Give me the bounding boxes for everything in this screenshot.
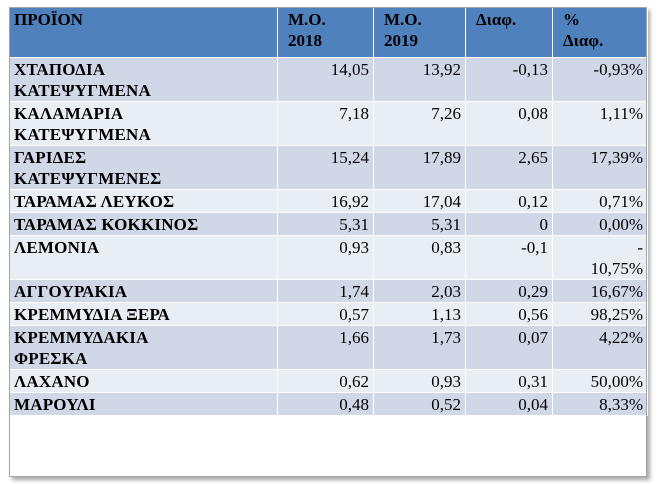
diff-cell: 0,56 <box>465 302 553 326</box>
product-name-cell: ΧΤΑΠΟΔΙΑ ΚΑΤΕΨΥΓΜΕΝΑ <box>9 57 278 102</box>
table-row: ΜΑΡΟΥΛΙ 0,48 0,52 0,04 8,33% <box>9 392 648 416</box>
table-row: ΛΕΜΟΝΙΑ 0,93 0,83 -0,1 - 10,75% <box>9 235 648 280</box>
product-name-cell: ΑΓΓΟΥΡΑΚΙΑ <box>9 279 278 303</box>
avg-2018-cell: 0,93 <box>277 235 374 280</box>
avg-2018-cell: 7,18 <box>277 101 374 146</box>
pct-diff-cell: 0,00% <box>552 212 648 236</box>
avg-2019-cell: 1,13 <box>373 302 466 326</box>
table-header-row: ΠΡΟΪΟΝ Μ.Ο. 2018 Μ.Ο. 2019 Διαφ. % Διαφ. <box>9 7 648 58</box>
pct-diff-cell: 0,71% <box>552 189 648 213</box>
product-name-cell: ΛΑΧΑΝΟ <box>9 369 278 393</box>
table-row: ΤΑΡΑΜΑΣ ΛΕΥΚΟΣ 16,92 17,04 0,12 0,71% <box>9 189 648 213</box>
table-row: ΚΡΕΜΜΥΔΙΑ ΞΕΡΑ 0,57 1,13 0,56 98,25% <box>9 302 648 326</box>
pct-diff-cell: - 10,75% <box>552 235 648 280</box>
header-avg-2018: Μ.Ο. 2018 <box>277 7 374 58</box>
header-pct-diff: % Διαφ. <box>552 7 648 58</box>
pct-diff-cell: -0,93% <box>552 57 648 102</box>
table-row: ΧΤΑΠΟΔΙΑ ΚΑΤΕΨΥΓΜΕΝΑ 14,05 13,92 -0,13 -… <box>9 57 648 102</box>
avg-2019-cell: 17,04 <box>373 189 466 213</box>
header-product: ΠΡΟΪΟΝ <box>9 7 278 58</box>
product-name-cell: ΜΑΡΟΥΛΙ <box>9 392 278 416</box>
avg-2018-cell: 15,24 <box>277 145 374 190</box>
header-diff: Διαφ. <box>465 7 553 58</box>
diff-cell: 0,29 <box>465 279 553 303</box>
avg-2019-cell: 5,31 <box>373 212 466 236</box>
diff-cell: -0,1 <box>465 235 553 280</box>
diff-cell: 0,08 <box>465 101 553 146</box>
pct-diff-cell: 17,39% <box>552 145 648 190</box>
diff-cell: 0 <box>465 212 553 236</box>
avg-2019-cell: 0,83 <box>373 235 466 280</box>
product-name-cell: ΤΑΡΑΜΑΣ ΛΕΥΚΟΣ <box>9 189 278 213</box>
avg-2018-cell: 0,57 <box>277 302 374 326</box>
diff-cell: 0,07 <box>465 325 553 370</box>
avg-2018-cell: 5,31 <box>277 212 374 236</box>
diff-cell: -0,13 <box>465 57 553 102</box>
table-row: ΑΓΓΟΥΡΑΚΙΑ 1,74 2,03 0,29 16,67% <box>9 279 648 303</box>
diff-cell: 0,04 <box>465 392 553 416</box>
avg-2018-cell: 1,74 <box>277 279 374 303</box>
header-avg-2019: Μ.Ο. 2019 <box>373 7 466 58</box>
avg-2019-cell: 0,93 <box>373 369 466 393</box>
price-comparison-table: ΠΡΟΪΟΝ Μ.Ο. 2018 Μ.Ο. 2019 Διαφ. % Διαφ.… <box>9 7 648 416</box>
product-name-cell: ΚΡΕΜΜΥΔΙΑ ΞΕΡΑ <box>9 302 278 326</box>
pct-diff-cell: 4,22% <box>552 325 648 370</box>
pct-diff-cell: 16,67% <box>552 279 648 303</box>
diff-cell: 0,12 <box>465 189 553 213</box>
avg-2018-cell: 0,48 <box>277 392 374 416</box>
avg-2019-cell: 1,73 <box>373 325 466 370</box>
price-table-container: ΠΡΟΪΟΝ Μ.Ο. 2018 Μ.Ο. 2019 Διαφ. % Διαφ.… <box>9 7 648 477</box>
avg-2018-cell: 14,05 <box>277 57 374 102</box>
pct-diff-cell: 8,33% <box>552 392 648 416</box>
avg-2018-cell: 16,92 <box>277 189 374 213</box>
pct-diff-cell: 1,11% <box>552 101 648 146</box>
avg-2019-cell: 13,92 <box>373 57 466 102</box>
table-row: ΓΑΡΙΔΕΣ ΚΑΤΕΨΥΓΜΕΝΕΣ 15,24 17,89 2,65 17… <box>9 145 648 190</box>
product-name-cell: ΤΑΡΑΜΑΣ ΚΟΚΚΙΝΟΣ <box>9 212 278 236</box>
avg-2018-cell: 1,66 <box>277 325 374 370</box>
product-name-cell: ΛΕΜΟΝΙΑ <box>9 235 278 280</box>
avg-2019-cell: 0,52 <box>373 392 466 416</box>
pct-diff-cell: 98,25% <box>552 302 648 326</box>
diff-cell: 2,65 <box>465 145 553 190</box>
avg-2018-cell: 0,62 <box>277 369 374 393</box>
diff-cell: 0,31 <box>465 369 553 393</box>
product-name-cell: ΚΑΛΑΜΑΡΙΑ ΚΑΤΕΨΥΓΜΕΝΑ <box>9 101 278 146</box>
avg-2019-cell: 2,03 <box>373 279 466 303</box>
product-name-cell: ΚΡΕΜΜΥΔΑΚΙΑ ΦΡΕΣΚΑ <box>9 325 278 370</box>
table-row: ΤΑΡΑΜΑΣ ΚΟΚΚΙΝΟΣ 5,31 5,31 0 0,00% <box>9 212 648 236</box>
product-name-cell: ΓΑΡΙΔΕΣ ΚΑΤΕΨΥΓΜΕΝΕΣ <box>9 145 278 190</box>
table-row: ΚΑΛΑΜΑΡΙΑ ΚΑΤΕΨΥΓΜΕΝΑ 7,18 7,26 0,08 1,1… <box>9 101 648 146</box>
pct-diff-cell: 50,00% <box>552 369 648 393</box>
table-row: ΚΡΕΜΜΥΔΑΚΙΑ ΦΡΕΣΚΑ 1,66 1,73 0,07 4,22% <box>9 325 648 370</box>
avg-2019-cell: 17,89 <box>373 145 466 190</box>
table-row: ΛΑΧΑΝΟ 0,62 0,93 0,31 50,00% <box>9 369 648 393</box>
avg-2019-cell: 7,26 <box>373 101 466 146</box>
